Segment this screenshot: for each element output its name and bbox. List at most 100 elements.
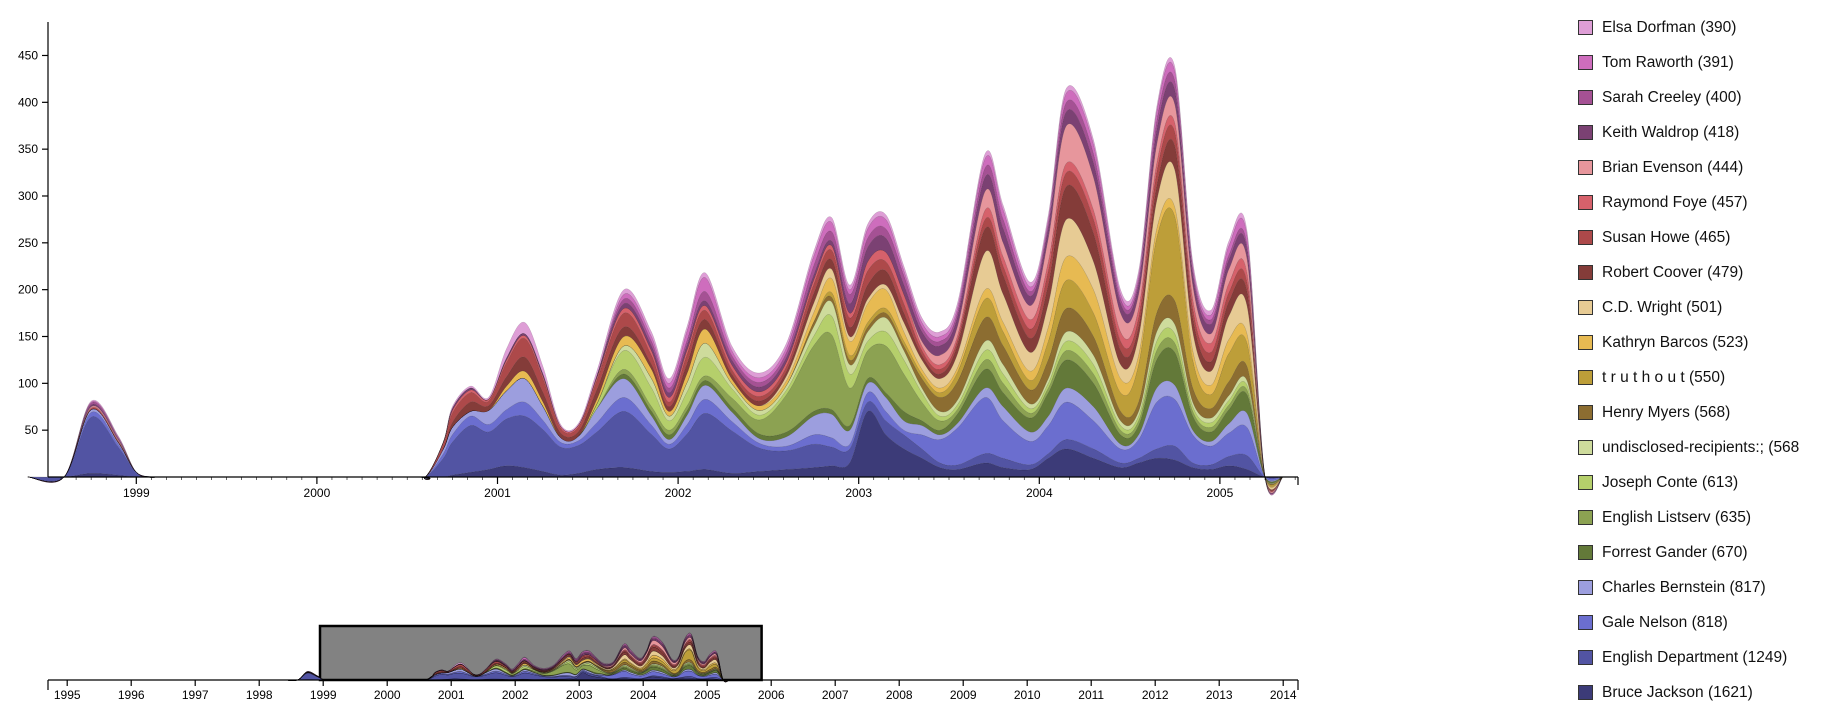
- legend-swatch[interactable]: [1578, 370, 1593, 385]
- overview-tick-label: 2000: [374, 688, 401, 702]
- legend-label: English Listserv (635): [1602, 508, 1752, 526]
- y-tick-label: 100: [18, 376, 38, 390]
- legend-label: Joseph Conte (613): [1602, 473, 1739, 491]
- legend-swatch[interactable]: [1578, 195, 1593, 210]
- overview-tick-label: 2010: [1014, 688, 1041, 702]
- overview-tick-label: 2004: [630, 688, 657, 702]
- legend-item[interactable]: Gale Nelson (818): [1578, 605, 1826, 640]
- y-tick-label: 400: [18, 95, 38, 109]
- legend-label: Elsa Dorfman (390): [1602, 18, 1737, 36]
- overview-tick-label: 2012: [1142, 688, 1169, 702]
- legend-item[interactable]: C.D. Wright (501): [1578, 290, 1826, 325]
- legend-item[interactable]: Keith Waldrop (418): [1578, 115, 1826, 150]
- overview-tick-label: 2006: [758, 688, 785, 702]
- y-tick-label: 350: [18, 142, 38, 156]
- legend-item[interactable]: Sarah Creeley (400): [1578, 80, 1826, 115]
- legend-item[interactable]: English Department (1249): [1578, 640, 1826, 675]
- legend-swatch[interactable]: [1578, 685, 1593, 700]
- legend-swatch[interactable]: [1578, 440, 1593, 455]
- legend-label: Charles Bernstein (817): [1602, 578, 1766, 596]
- overview-tick-label: 1996: [118, 688, 145, 702]
- y-tick-label: 450: [18, 48, 38, 62]
- legend-label: undisclosed-recipients:; (568: [1602, 438, 1800, 456]
- legend-swatch[interactable]: [1578, 615, 1593, 630]
- legend-item[interactable]: Raymond Foye (457): [1578, 185, 1826, 220]
- legend-label: Sarah Creeley (400): [1602, 88, 1742, 106]
- legend-item[interactable]: Henry Myers (568): [1578, 395, 1826, 430]
- x-tick-label: 2005: [1207, 486, 1234, 500]
- overview-tick-label: 1997: [182, 688, 209, 702]
- x-tick-label: 1999: [123, 486, 150, 500]
- legend-swatch[interactable]: [1578, 265, 1593, 280]
- overview-tick-label: 2005: [694, 688, 721, 702]
- legend-swatch[interactable]: [1578, 475, 1593, 490]
- legend-swatch[interactable]: [1578, 300, 1593, 315]
- legend-swatch[interactable]: [1578, 545, 1593, 560]
- legend-swatch[interactable]: [1578, 160, 1593, 175]
- legend-item[interactable]: Kathryn Barcos (523): [1578, 325, 1826, 360]
- legend-swatch[interactable]: [1578, 650, 1593, 665]
- legend-swatch[interactable]: [1578, 125, 1593, 140]
- legend-item[interactable]: Elsa Dorfman (390): [1578, 10, 1826, 45]
- x-tick-label: 2003: [845, 486, 872, 500]
- legend-item[interactable]: t r u t h o u t (550): [1578, 360, 1826, 395]
- overview-timeline-chart[interactable]: 1995 1996 1997 1998 1999 2000 2001 2002 2003 2004…: [0, 600, 1560, 706]
- legend-label: Bruce Jackson (1621): [1602, 683, 1753, 701]
- overview-tick-label: 2014: [1270, 688, 1297, 702]
- y-tick-label: 150: [18, 329, 38, 343]
- legend-label: Gale Nelson (818): [1602, 613, 1728, 631]
- legend-swatch[interactable]: [1578, 405, 1593, 420]
- main-streamgraph-chart[interactable]: 50 100 150 200 250 300 350 400 450 1999 2000 2001 20…: [0, 0, 1560, 600]
- legend-item[interactable]: Tom Raworth (391): [1578, 45, 1826, 80]
- legend-label: Keith Waldrop (418): [1602, 123, 1740, 141]
- x-tick-label: 2004: [1026, 486, 1053, 500]
- overview-tick-label: 2003: [566, 688, 593, 702]
- overview-axis: 1995 1996 1997 1998 1999 2000 2001 2002 2003 2004…: [47, 679, 1299, 702]
- axes: 50 100 150 200 250 300 350 400 450 1999 2000 2001 20…: [18, 22, 1299, 500]
- legend-label: Robert Coover (479): [1602, 263, 1744, 281]
- legend-item[interactable]: Robert Coover (479): [1578, 255, 1826, 290]
- legend-item[interactable]: English Listserv (635): [1578, 500, 1826, 535]
- series-legend: Elsa Dorfman (390) Tom Raworth (391) Sarah…: [1578, 10, 1826, 706]
- y-tick-label: 200: [18, 283, 38, 297]
- legend-item[interactable]: Charles Bernstein (817): [1578, 570, 1826, 605]
- legend-label: Raymond Foye (457): [1602, 193, 1748, 211]
- legend-item[interactable]: Susan Howe (465): [1578, 220, 1826, 255]
- legend-swatch[interactable]: [1578, 510, 1593, 525]
- overview-tick-label: 2011: [1078, 688, 1104, 702]
- overview-tick-label: 1995: [54, 688, 81, 702]
- y-tick-label: 300: [18, 189, 38, 203]
- y-tick-label: 250: [18, 236, 38, 250]
- x-tick-label: 2000: [304, 486, 331, 500]
- overview-tick-label: 1998: [246, 688, 273, 702]
- legend-swatch[interactable]: [1578, 580, 1593, 595]
- legend-swatch[interactable]: [1578, 20, 1593, 35]
- legend-item[interactable]: Forrest Gander (670): [1578, 535, 1826, 570]
- legend-item[interactable]: undisclosed-recipients:; (568: [1578, 430, 1826, 465]
- overview-tick-label: 1999: [310, 688, 337, 702]
- overview-tick-label: 2002: [502, 688, 529, 702]
- overview-tick-label: 2013: [1206, 688, 1233, 702]
- legend-label: Brian Evenson (444): [1602, 158, 1744, 176]
- x-tick-label: 2001: [484, 486, 511, 500]
- legend-item[interactable]: Joseph Conte (613): [1578, 465, 1826, 500]
- y-tick-label: 50: [25, 423, 39, 437]
- overview-tick-label: 2007: [822, 688, 849, 702]
- area-layers[interactable]: [27, 57, 1284, 496]
- legend-label: t r u t h o u t (550): [1602, 368, 1726, 386]
- legend-swatch[interactable]: [1578, 230, 1593, 245]
- legend-label: C.D. Wright (501): [1602, 298, 1723, 316]
- legend-label: English Department (1249): [1602, 648, 1788, 666]
- legend-label: Henry Myers (568): [1602, 403, 1731, 421]
- legend-item[interactable]: Bruce Jackson (1621): [1578, 675, 1826, 706]
- overview-tick-label: 2008: [886, 688, 913, 702]
- legend-label: Kathryn Barcos (523): [1602, 333, 1749, 351]
- overview-tick-label: 2001: [438, 688, 465, 702]
- legend-label: Tom Raworth (391): [1602, 53, 1734, 71]
- legend-swatch[interactable]: [1578, 90, 1593, 105]
- legend-swatch[interactable]: [1578, 335, 1593, 350]
- x-tick-label: 2002: [665, 486, 692, 500]
- overview-tick-label: 2009: [950, 688, 977, 702]
- legend-item[interactable]: Brian Evenson (444): [1578, 150, 1826, 185]
- legend-swatch[interactable]: [1578, 55, 1593, 70]
